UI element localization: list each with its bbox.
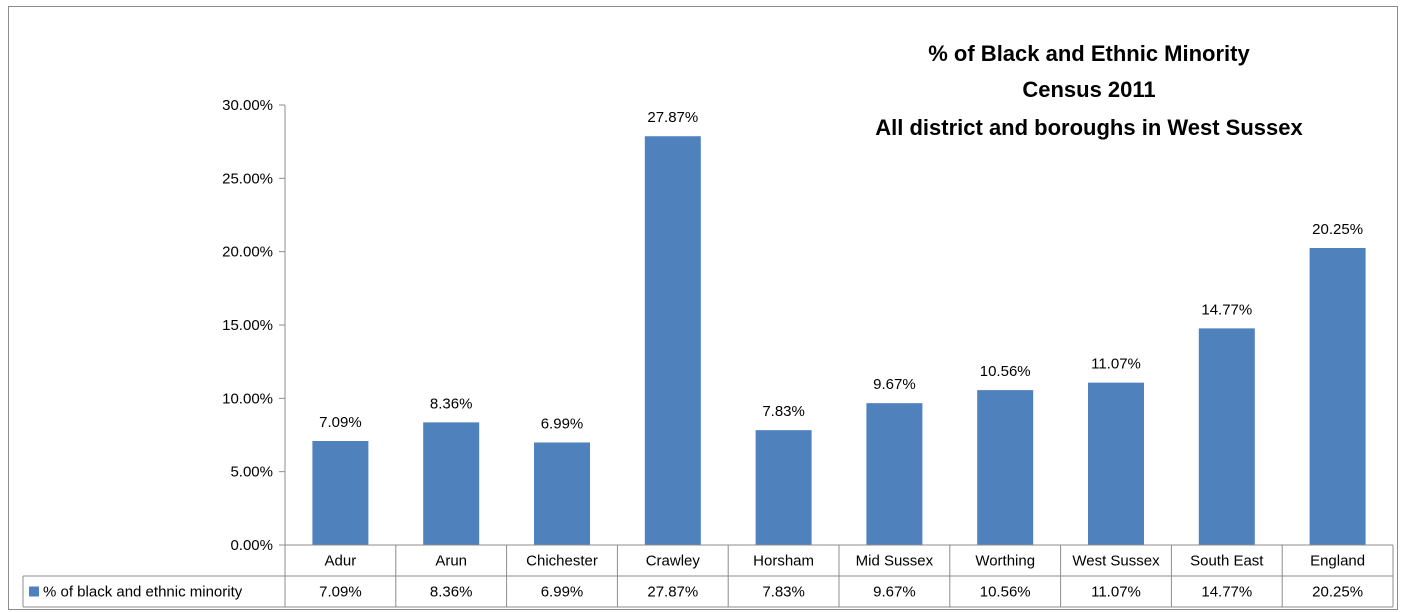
bar — [1198, 328, 1255, 545]
y-tick-label: 0.00% — [230, 537, 273, 554]
y-tick-label: 10.00% — [222, 390, 273, 407]
category-label: Mid Sussex — [856, 553, 934, 570]
data-label: 20.25% — [1312, 221, 1363, 238]
table-value-cell: 10.56% — [980, 584, 1031, 601]
table-value-cell: 14.77% — [1201, 584, 1252, 601]
bar — [1088, 382, 1144, 545]
bar — [866, 403, 923, 545]
y-tick-label: 15.00% — [222, 317, 273, 334]
table-value-cell: 11.07% — [1091, 584, 1141, 601]
chart-frame: % of Black and Ethnic Minority Census 20… — [8, 6, 1398, 610]
data-label: 7.83% — [762, 403, 805, 420]
legend-series-name: % of black and ethnic minority — [43, 584, 243, 601]
category-label: Horsham — [753, 553, 814, 570]
category-label: Adur — [325, 553, 357, 570]
data-label: 6.99% — [541, 415, 584, 432]
legend-swatch — [29, 586, 39, 597]
chart-title-line-1: % of Black and Ethnic Minority — [928, 41, 1250, 66]
bar-chart: % of Black and Ethnic Minority Census 20… — [22, 41, 1394, 608]
chart-title: % of Black and Ethnic Minority Census 20… — [875, 41, 1303, 140]
bar — [977, 390, 1034, 545]
category-label: Arun — [435, 553, 467, 570]
chart-title-line-2: Census 2011 — [1022, 77, 1155, 102]
table-value-cell: 7.83% — [762, 584, 805, 601]
data-label: 10.56% — [980, 363, 1031, 380]
category-label: Chichester — [526, 553, 598, 570]
category-label: South East — [1190, 553, 1264, 570]
y-tick-label: 20.00% — [222, 244, 273, 261]
data-label: 27.87% — [647, 109, 698, 126]
bar — [1309, 248, 1366, 545]
category-label: Worthing — [975, 553, 1035, 570]
y-tick-label: 30.00% — [222, 97, 273, 114]
table-value-cell: 8.36% — [430, 584, 473, 601]
table-value-cell: 27.87% — [647, 584, 698, 601]
category-label: England — [1310, 553, 1365, 570]
data-label: 11.07% — [1091, 356, 1141, 373]
bar-series — [312, 136, 1366, 546]
y-axis: 0.00% 5.00% 10.00% 15.00% 20.00% 25.00% 30.00% — [222, 97, 286, 554]
chart-title-line-3: All district and boroughs in West Sussex — [875, 115, 1303, 140]
y-tick-label: 5.00% — [230, 464, 273, 481]
y-tick-label: 25.00% — [222, 170, 273, 187]
category-label: Crawley — [646, 553, 701, 570]
data-label: 14.77% — [1201, 301, 1252, 318]
bar — [423, 422, 480, 545]
data-labels: 7.09% 8.36% 6.99% 27.87% 7.83% 9.67% 10.56% 11.… — [319, 109, 1363, 432]
table-value-cell: 7.09% — [319, 584, 362, 601]
data-label: 7.09% — [319, 414, 362, 431]
data-label: 8.36% — [430, 395, 473, 412]
bar — [312, 441, 369, 545]
table-value-cell: 6.99% — [541, 584, 584, 601]
table-value-cell: 20.25% — [1312, 584, 1363, 601]
table-value-cell: 9.67% — [873, 584, 916, 601]
data-label: 9.67% — [873, 376, 916, 393]
bar — [534, 442, 590, 545]
category-label: West Sussex — [1072, 553, 1160, 570]
bar — [644, 136, 701, 546]
bar — [755, 430, 812, 545]
data-table: Adur 7.09% Arun 8.36% Chichester 6.99% Crawley… — [22, 544, 1394, 608]
